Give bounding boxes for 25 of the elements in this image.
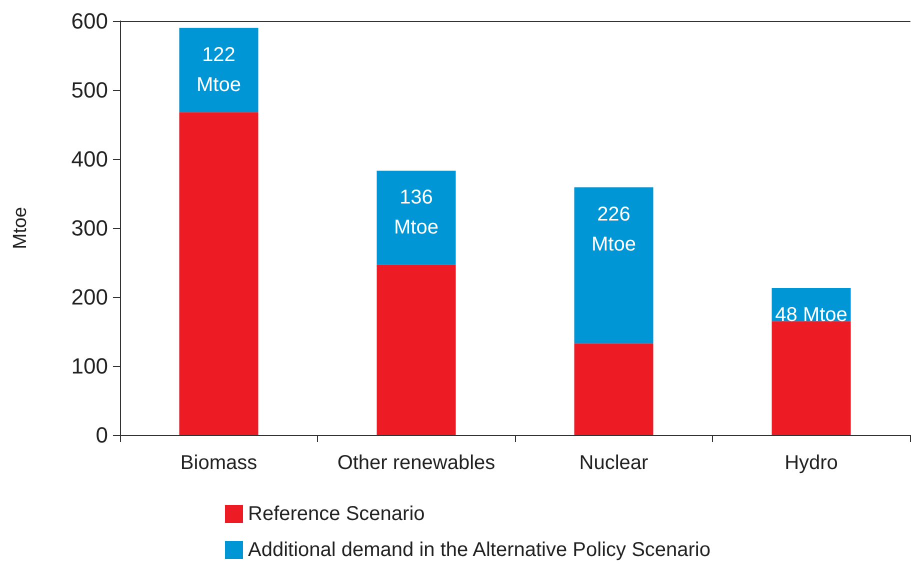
- x-tick-label: Hydro: [784, 452, 838, 474]
- data-label: 226 Mtoe: [592, 203, 636, 256]
- y-tick-label: 200: [71, 284, 108, 310]
- data-label: 136 Mtoe: [394, 186, 438, 239]
- data-label: 48 Mtoe: [775, 304, 848, 326]
- x-tick-label: Nuclear: [579, 452, 649, 474]
- y-tick-label: 100: [71, 354, 108, 378]
- bar: [574, 343, 654, 435]
- bar: [772, 321, 851, 435]
- data-label: 122 Mtoe: [196, 44, 241, 96]
- y-tick-label: 0: [96, 422, 108, 448]
- y-tick-label: 600: [71, 8, 108, 34]
- x-tick-label: Biomass: [180, 452, 258, 474]
- y-tick-label: 500: [71, 78, 108, 102]
- legend-label: Additional demand in the Alternative Policy Scenario: [248, 539, 710, 561]
- y-axis-title: Mtoe: [10, 206, 31, 250]
- bar: [179, 112, 258, 435]
- legend-label: Reference Scenario: [248, 503, 425, 525]
- x-tick-label: Other renewables: [337, 452, 496, 474]
- bar: [376, 264, 456, 435]
- bar: [574, 187, 654, 344]
- y-tick-label: 300: [71, 216, 108, 240]
- bar: [376, 170, 456, 265]
- bar: [179, 28, 258, 112]
- y-tick-label: 400: [71, 146, 108, 172]
